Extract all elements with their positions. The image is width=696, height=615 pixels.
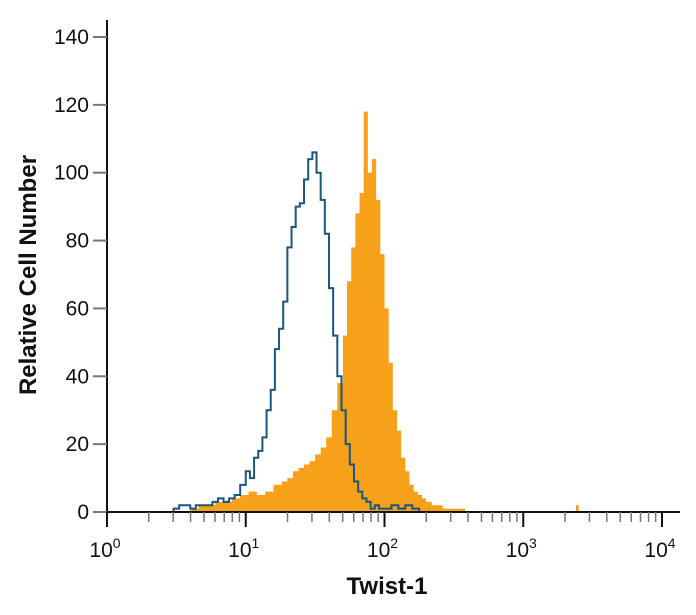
- x-ticks: 100 101 102 103 104: [89, 512, 676, 562]
- y-tick-label: 100: [54, 162, 89, 185]
- series-layer: [172, 111, 583, 513]
- y-tick-label: 140: [54, 26, 89, 49]
- y-tick-label: 120: [54, 94, 89, 117]
- y-axis-title: Relative Cell Number: [15, 155, 42, 395]
- y-tick-label: 60: [66, 297, 89, 320]
- series-twist1-filled: [190, 111, 583, 513]
- series-isotype-outline: [172, 151, 431, 513]
- y-tick-label: 40: [66, 365, 89, 388]
- y-tick-label: 0: [77, 501, 89, 524]
- x-axis-title: Twist-1: [347, 573, 428, 600]
- y-tick-label: 20: [66, 433, 89, 456]
- y-ticks: 0 20 40 60 80 100 120 140: [54, 26, 107, 524]
- x-tick-label: 103: [506, 535, 537, 562]
- y-tick-label: 80: [66, 230, 89, 253]
- x-tick-label: 102: [367, 535, 398, 562]
- x-tick-label: 104: [644, 535, 675, 562]
- axes: [94, 20, 680, 513]
- x-tick-label: 100: [89, 535, 120, 562]
- x-tick-label: 101: [228, 535, 259, 562]
